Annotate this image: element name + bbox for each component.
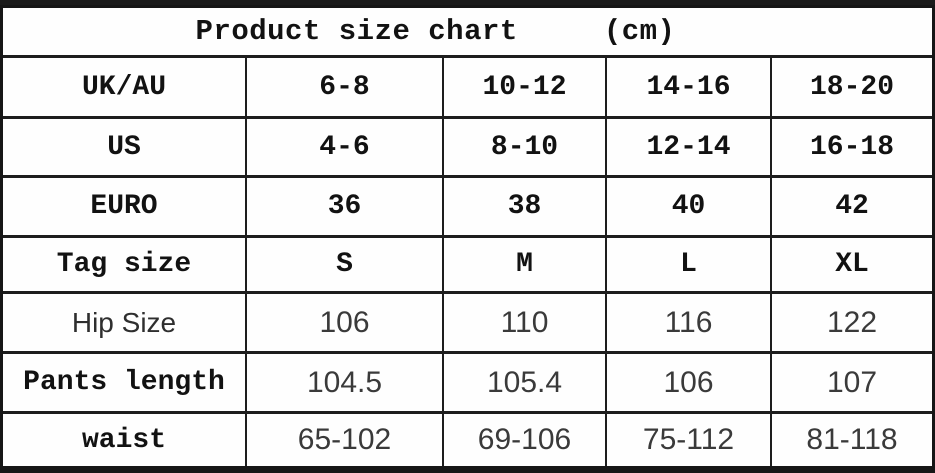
product-size-chart-table: Product size chart (cm) UK/AU 6-8 10-12 …	[0, 5, 935, 473]
table-title-row: Product size chart (cm)	[3, 8, 932, 55]
size-cell: 8-10	[442, 116, 605, 175]
size-cell: 116	[605, 291, 770, 351]
table-title: Product size chart	[195, 15, 518, 48]
size-cell: 14-16	[605, 55, 770, 116]
row-label-us: US	[3, 116, 245, 175]
row-label-euro: EURO	[3, 175, 245, 235]
size-cell: 10-12	[442, 55, 605, 116]
row-label-waist: waist	[3, 411, 245, 466]
size-cell: 6-8	[245, 55, 442, 116]
row-label-tag-size: Tag size	[3, 235, 245, 291]
size-cell: L	[605, 235, 770, 291]
size-cell: 36	[245, 175, 442, 235]
size-cell: 81-118	[770, 411, 932, 466]
cropped-row-remnant	[0, 0, 935, 5]
size-cell: 40	[605, 175, 770, 235]
size-cell: 106	[605, 351, 770, 411]
size-cell: 75-112	[605, 411, 770, 466]
size-cell: 4-6	[245, 116, 442, 175]
row-label-hip-size: Hip Size	[3, 291, 245, 351]
size-cell: M	[442, 235, 605, 291]
size-cell: S	[245, 235, 442, 291]
size-cell: 12-14	[605, 116, 770, 175]
size-cell: 107	[770, 351, 932, 411]
size-cell: XL	[770, 235, 932, 291]
size-cell: 122	[770, 291, 932, 351]
size-cell: 110	[442, 291, 605, 351]
size-cell: 105.4	[442, 351, 605, 411]
size-cell: 104.5	[245, 351, 442, 411]
row-label-uk-au: UK/AU	[3, 55, 245, 116]
size-cell: 65-102	[245, 411, 442, 466]
size-cell: 38	[442, 175, 605, 235]
size-cell: 69-106	[442, 411, 605, 466]
row-label-pants-length: Pants length	[3, 351, 245, 411]
size-cell: 106	[245, 291, 442, 351]
table-title-unit: (cm)	[603, 15, 676, 48]
size-cell: 16-18	[770, 116, 932, 175]
size-cell: 18-20	[770, 55, 932, 116]
size-cell: 42	[770, 175, 932, 235]
